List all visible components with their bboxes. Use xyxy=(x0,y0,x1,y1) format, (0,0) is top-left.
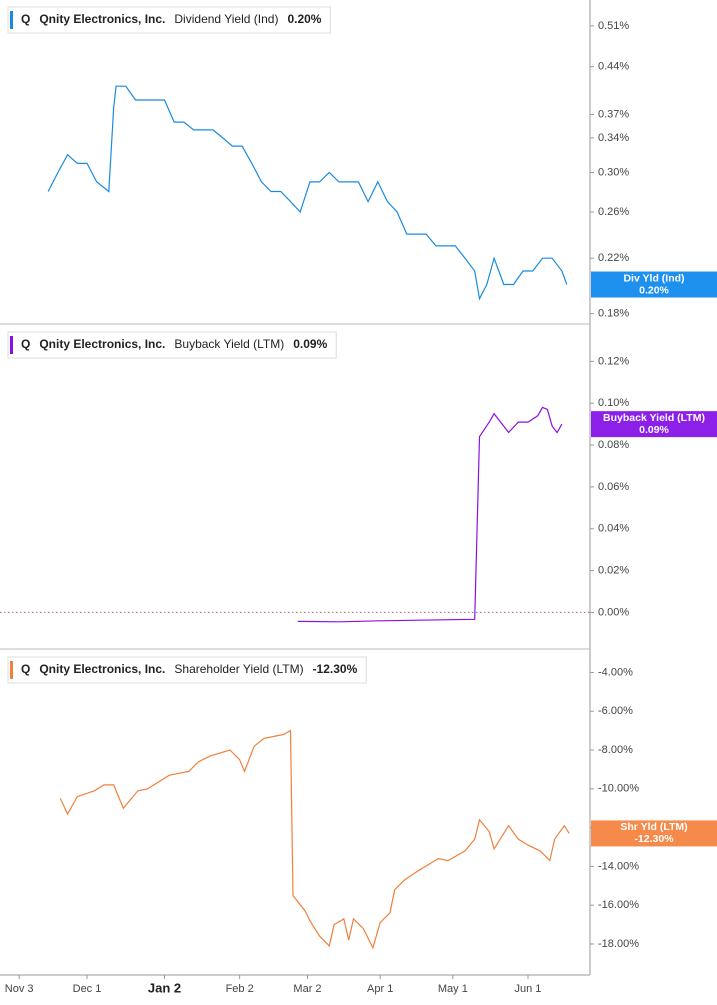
series-header: Q Qnity Electronics, Inc. Dividend Yield (… xyxy=(7,6,331,34)
x-tick-label: May 1 xyxy=(438,983,468,995)
badge-value: 0.09% xyxy=(639,424,669,436)
y-tick-label: 0.10% xyxy=(598,397,629,409)
badge-label: Buyback Yield (LTM) xyxy=(603,412,705,424)
series-header: Q Qnity Electronics, Inc. Buyback Yield (L… xyxy=(7,331,337,359)
y-tick-label: -14.00% xyxy=(598,860,639,872)
value-badge xyxy=(591,411,717,438)
y-tick-label: 0.34% xyxy=(598,132,629,144)
badge-label: Div Yld (Ind) xyxy=(623,272,684,284)
y-tick-label: 0.12% xyxy=(598,355,629,367)
header-latest: 0.20% xyxy=(287,12,321,26)
y-tick-label: 0.44% xyxy=(598,61,629,73)
x-tick-label: Dec 1 xyxy=(73,983,102,995)
y-tick-label: 0.26% xyxy=(598,206,629,218)
series-line xyxy=(297,406,563,623)
y-tick-label: 0.37% xyxy=(598,108,629,120)
series-line xyxy=(47,85,568,301)
y-tick-label: -8.00% xyxy=(598,744,633,756)
badge-label: Shr Yld (LTM) xyxy=(620,821,687,833)
y-tick-label: 0.22% xyxy=(598,252,629,264)
header-ticker: Q xyxy=(21,337,30,351)
y-tick-label: 0.18% xyxy=(598,308,629,320)
y-tick-label: 0.02% xyxy=(598,564,629,576)
y-tick-label: 0.08% xyxy=(598,439,629,451)
y-tick-label: 0.04% xyxy=(598,523,629,535)
y-tick-label: 0.06% xyxy=(598,481,629,493)
y-tick-label: -16.00% xyxy=(598,899,639,911)
header-color-bar xyxy=(10,661,13,679)
series-line xyxy=(59,729,570,950)
header-ticker: Q xyxy=(21,12,30,26)
header-metric: Dividend Yield (Ind) xyxy=(174,12,278,26)
header-company: Qnity Electronics, Inc. xyxy=(39,12,165,26)
y-tick-label: 0.30% xyxy=(598,166,629,178)
header-company: Qnity Electronics, Inc. xyxy=(39,662,165,676)
header-metric: Shareholder Yield (LTM) xyxy=(174,662,303,676)
y-tick-label: -6.00% xyxy=(598,705,633,717)
header-color-bar xyxy=(10,336,13,354)
y-tick-label: 0.00% xyxy=(598,606,629,618)
x-tick-label: Jan 2 xyxy=(148,980,181,995)
x-tick-label: Nov 3 xyxy=(5,983,34,995)
header-color-bar xyxy=(10,11,13,29)
header-box xyxy=(7,331,337,359)
header-latest: -12.30% xyxy=(313,662,358,676)
header-company: Qnity Electronics, Inc. xyxy=(39,337,165,351)
y-tick-label: -4.00% xyxy=(598,666,633,678)
x-tick-label: Mar 2 xyxy=(293,983,321,995)
y-tick-label: -10.00% xyxy=(598,783,639,795)
header-latest: 0.09% xyxy=(293,337,327,351)
series-header: Q Qnity Electronics, Inc. Shareholder Yiel… xyxy=(7,656,367,684)
header-metric: Buyback Yield (LTM) xyxy=(174,337,284,351)
value-badge xyxy=(591,820,717,847)
header-box xyxy=(7,6,331,34)
value-badge xyxy=(591,271,717,298)
header-ticker: Q xyxy=(21,662,30,676)
x-tick-label: Feb 2 xyxy=(226,983,254,995)
badge-value: -12.30% xyxy=(634,833,674,845)
header-box xyxy=(7,656,367,684)
x-tick-label: Jun 1 xyxy=(515,983,542,995)
y-tick-label: -18.00% xyxy=(598,938,639,950)
badge-value: 0.20% xyxy=(639,284,669,296)
y-tick-label: 0.51% xyxy=(598,20,629,32)
x-tick-label: Apr 1 xyxy=(367,983,393,995)
